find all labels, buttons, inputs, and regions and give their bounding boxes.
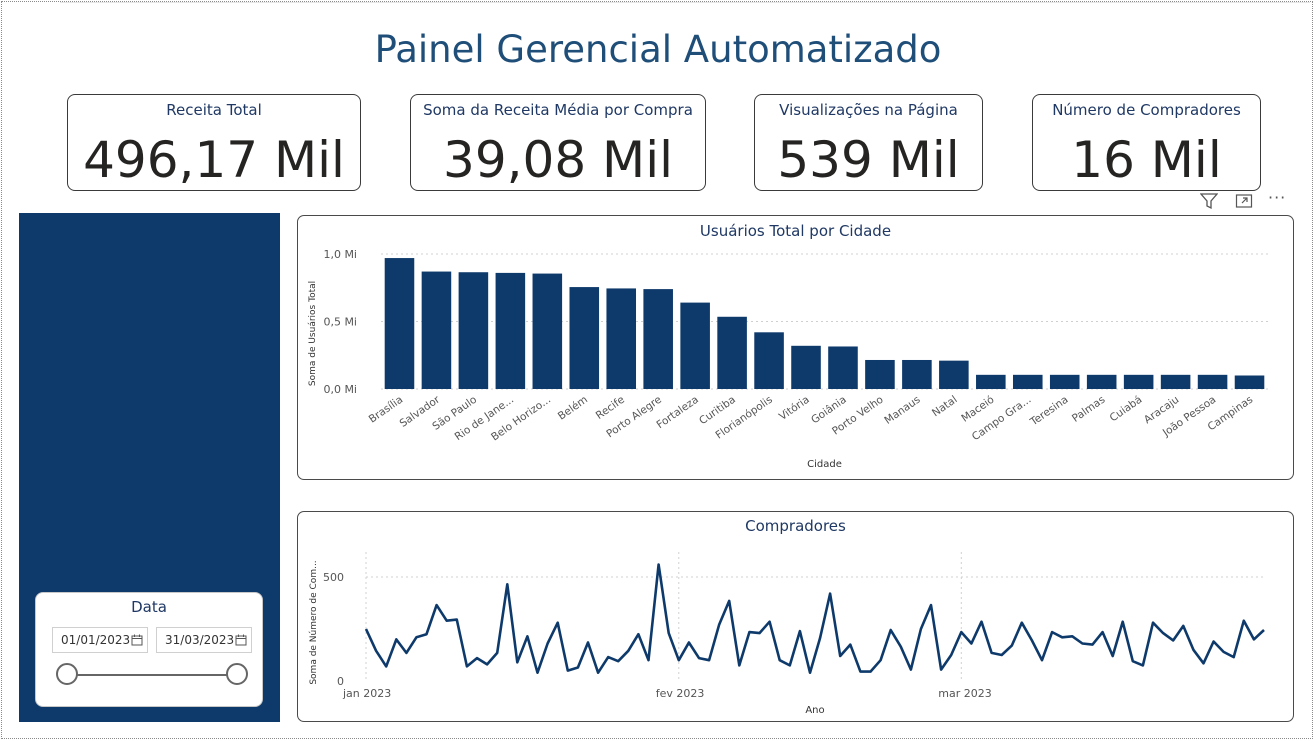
line-chart-svg: 0 500 jan 2023 fev 2023 mar 2023 Ano Soma de N… <box>309 552 1265 716</box>
line-y-axis-title: Soma de Número de Com... <box>309 560 319 684</box>
more-options-icon[interactable]: ··· <box>1268 188 1287 207</box>
start-date-value: 01/01/2023 <box>61 633 131 647</box>
kpi-card-receita-total[interactable]: Receita Total 496,17 Mil <box>67 94 361 191</box>
line-ytick-label: 0 <box>337 675 344 688</box>
visual-toolbar: ··· <box>1198 188 1294 214</box>
bar-xtick-label: Natal <box>930 394 960 420</box>
bar <box>458 272 489 389</box>
slider-track[interactable] <box>69 674 239 676</box>
bar <box>976 374 1006 389</box>
bar <box>754 332 784 389</box>
bar <box>643 289 673 389</box>
bar-y-axis-title: Soma de Usuários Total <box>308 281 318 386</box>
bar-ytick-label: 0,5 Mi <box>323 316 357 329</box>
bar <box>680 302 710 389</box>
date-slicer[interactable]: Data 01/01/2023 31/03/2023 <box>35 592 263 707</box>
focus-mode-icon[interactable] <box>1235 192 1253 214</box>
bar <box>1197 374 1228 389</box>
bar <box>1049 374 1080 389</box>
slicer-title: Data <box>131 598 167 616</box>
line-ytick-label: 500 <box>323 571 344 584</box>
bar-xtick-label: Fortaleza <box>654 394 700 432</box>
slider-handle-start[interactable] <box>56 663 78 685</box>
kpi-value: 39,08 Mil <box>443 131 673 189</box>
bar <box>791 345 821 389</box>
bar-xtick-label: Vitória <box>777 394 812 423</box>
kpi-card-compradores[interactable]: Número de Compradores 16 Mil <box>1032 94 1261 191</box>
line-chart-panel[interactable]: Compradores 0 500 jan 2023 fev 2023 mar 2023… <box>297 511 1294 722</box>
calendar-icon[interactable] <box>235 628 247 655</box>
bar <box>717 316 747 389</box>
bar-chart-title: Usuários Total por Cidade <box>699 222 892 240</box>
bar <box>1086 374 1117 389</box>
bar <box>606 288 637 389</box>
kpi-card-receita-media[interactable]: Soma da Receita Média por Compra 39,08 M… <box>410 94 706 191</box>
kpi-label: Receita Total <box>166 101 262 119</box>
bar <box>1123 374 1154 389</box>
end-date-input[interactable]: 31/03/2023 <box>156 627 252 653</box>
bar <box>1234 375 1265 389</box>
kpi-label: Visualizações na Página <box>779 101 958 119</box>
bar <box>865 359 895 389</box>
calendar-icon[interactable] <box>131 628 143 655</box>
bar-ytick-label: 0,0 Mi <box>323 383 357 396</box>
kpi-value: 539 Mil <box>777 131 960 189</box>
bar <box>902 359 932 389</box>
bar-xtick-label: Belém <box>556 394 590 423</box>
bar <box>1012 374 1043 389</box>
page-title: Painel Gerencial Automatizado <box>374 28 942 71</box>
bar-chart-panel[interactable]: Usuários Total por Cidade 0,0 Mi 0,5 Mi 1,… <box>297 215 1294 480</box>
line-x-axis-title: Ano <box>805 705 824 716</box>
line-chart-title: Compradores <box>745 517 846 535</box>
kpi-label: Número de Compradores <box>1052 101 1241 119</box>
bar <box>828 346 858 389</box>
bar-xtick-label: Manaus <box>882 394 922 427</box>
bar <box>384 258 415 389</box>
line-xtick-label: jan 2023 <box>342 687 391 700</box>
bar-x-axis-title: Cidade <box>807 459 842 470</box>
filter-icon[interactable] <box>1199 192 1219 214</box>
bar-xtick-label: Cuiabá <box>1108 394 1145 425</box>
kpi-label: Soma da Receita Média por Compra <box>423 101 693 119</box>
bar <box>421 271 452 389</box>
bar <box>1160 374 1191 389</box>
line-xtick-label: fev 2023 <box>656 687 705 700</box>
top-divider <box>60 2 1310 3</box>
slider-handle-end[interactable] <box>226 663 248 685</box>
start-date-input[interactable]: 01/01/2023 <box>52 627 148 653</box>
bar-xtick-label: Teresina <box>1027 394 1070 429</box>
line-series <box>364 563 1265 674</box>
bar-xtick-label: Palmas <box>1070 394 1107 425</box>
bar <box>495 272 526 389</box>
kpi-card-visualizacoes[interactable]: Visualizações na Página 539 Mil <box>754 94 983 191</box>
bar <box>532 273 563 389</box>
kpi-value: 496,17 Mil <box>83 131 345 189</box>
bar <box>939 360 969 389</box>
end-date-value: 31/03/2023 <box>165 633 235 647</box>
bar-ytick-label: 1,0 Mi <box>323 248 357 261</box>
kpi-value: 16 Mil <box>1071 131 1222 189</box>
line-xtick-label: mar 2023 <box>938 687 991 700</box>
bar <box>569 287 600 389</box>
